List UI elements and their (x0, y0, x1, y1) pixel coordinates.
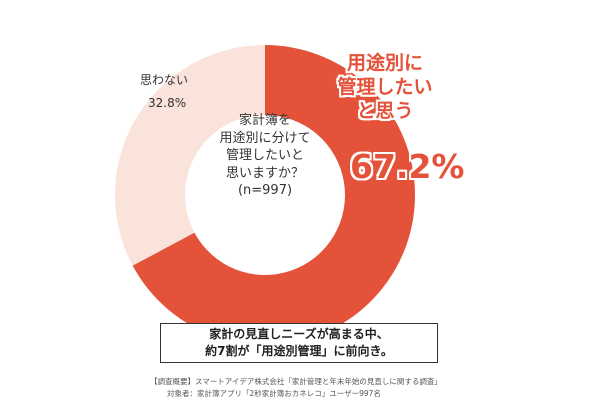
category-label: 思わない (140, 73, 189, 87)
donut-segment (114, 45, 266, 266)
summary-box: 家計の見直しニーズが高まる中、 約7割が「用途別管理」に前向き。 (160, 323, 438, 363)
footnote: 対象者：家計簿アプリ「2秒家計簿おカネレコ」ユーザー997名 (167, 389, 381, 398)
category-label: 用途別に 管理したい と思う (337, 52, 433, 122)
donut-segment (132, 45, 415, 345)
value-label: 67.2% (350, 147, 465, 186)
value-label: 32.8% (148, 96, 187, 110)
center-text: 家計簿を 用途別に分けて 管理したいと 思いますか？ (n=997) (219, 113, 311, 199)
footnote: 【調査概要】スマートアイデア株式会社「家計管理と年末年始の見直しに関する調査」 (150, 377, 442, 386)
